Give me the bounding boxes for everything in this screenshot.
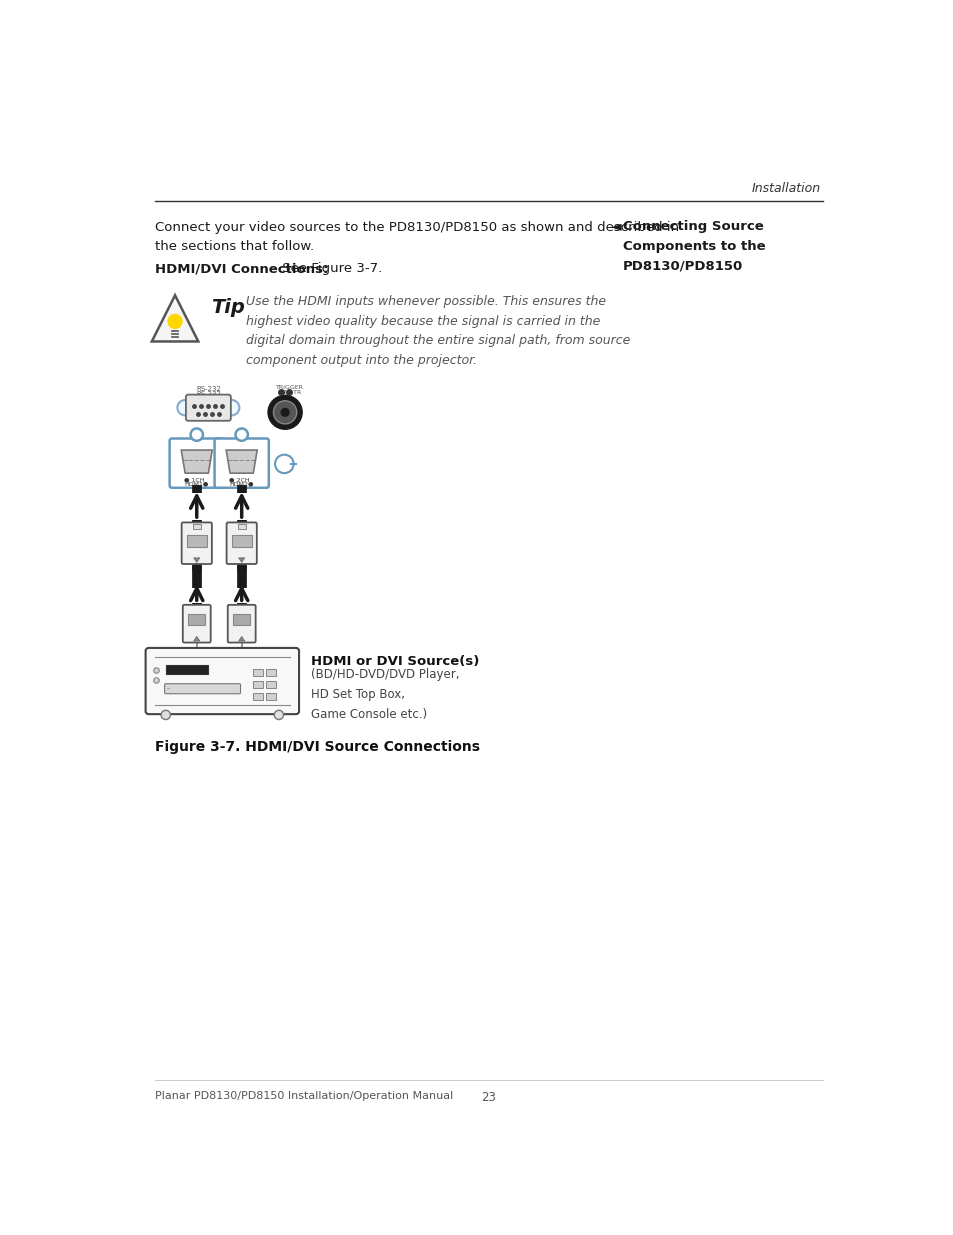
Circle shape [161, 710, 171, 720]
Text: Figure 3-7. HDMI/DVI Source Connections: Figure 3-7. HDMI/DVI Source Connections [154, 740, 479, 755]
Text: See Figure 3-7.: See Figure 3-7. [278, 262, 382, 275]
FancyBboxPatch shape [228, 605, 255, 642]
Text: Installation: Installation [751, 182, 820, 195]
Circle shape [268, 395, 302, 430]
Text: Connect your video sources to the PD8130/PD8150 as shown and described in
the se: Connect your video sources to the PD8130… [154, 221, 679, 253]
Bar [253, 680, 262, 688]
Circle shape [274, 401, 296, 424]
Text: Use the HDMI inputs whenever possible. This ensures the
highest video quality be: Use the HDMI inputs whenever possible. T… [245, 295, 629, 367]
Circle shape [177, 400, 193, 415]
Bar [193, 524, 200, 529]
Bar [232, 535, 252, 547]
Circle shape [281, 409, 289, 416]
Bar [166, 664, 208, 674]
Bar [188, 614, 205, 625]
Polygon shape [152, 295, 198, 341]
Text: HDM2●: HDM2● [229, 482, 253, 487]
Text: Tip: Tip [211, 299, 244, 317]
Circle shape [224, 400, 239, 415]
Bar [237, 524, 245, 529]
Polygon shape [181, 450, 212, 473]
Text: 23: 23 [481, 1092, 496, 1104]
Circle shape [235, 429, 248, 441]
Text: (BD/HD-DVD/DVD Player,
HD Set Top Box,
Game Console etc.): (BD/HD-DVD/DVD Player, HD Set Top Box, G… [311, 668, 459, 721]
Text: HDMI or DVI Source(s): HDMI or DVI Source(s) [311, 655, 479, 668]
Text: HDM1●: HDM1● [184, 482, 209, 487]
Text: Connecting Source
Components to the
PD8130/PD8150: Connecting Source Components to the PD81… [622, 220, 765, 273]
Text: Planar PD8130/PD8150 Installation/Operation Manual: Planar PD8130/PD8150 Installation/Operat… [154, 1092, 453, 1102]
Polygon shape [238, 636, 245, 641]
Polygon shape [226, 450, 257, 473]
FancyBboxPatch shape [165, 684, 240, 694]
Bar [187, 535, 207, 547]
Text: RS-232: RS-232 [195, 390, 220, 396]
Bar [253, 693, 262, 700]
Bar [233, 614, 250, 625]
FancyBboxPatch shape [227, 522, 256, 564]
Text: 12V TR: 12V TR [278, 390, 301, 395]
Text: ~~~~~: ~~~~~ [182, 458, 212, 464]
Text: ◄: ◄ [610, 220, 625, 233]
Text: ● 2CH: ● 2CH [229, 477, 250, 482]
Text: ● 1CH: ● 1CH [184, 477, 205, 482]
Circle shape [274, 454, 294, 473]
Polygon shape [193, 558, 199, 562]
FancyBboxPatch shape [181, 522, 212, 564]
Polygon shape [238, 558, 245, 562]
Bar [266, 693, 275, 700]
Text: RS-232: RS-232 [195, 387, 220, 393]
Circle shape [168, 315, 182, 329]
FancyBboxPatch shape [146, 648, 298, 714]
Bar [266, 668, 275, 676]
Text: ~~~~~: ~~~~~ [227, 458, 256, 464]
FancyBboxPatch shape [186, 395, 231, 421]
Circle shape [274, 710, 283, 720]
Polygon shape [193, 636, 199, 641]
Bar [266, 680, 275, 688]
FancyBboxPatch shape [170, 438, 224, 488]
Bar [253, 668, 262, 676]
Text: TRIGGER: TRIGGER [275, 385, 303, 390]
FancyBboxPatch shape [183, 605, 211, 642]
Text: HDMI/DVI Connections:: HDMI/DVI Connections: [154, 262, 328, 275]
Circle shape [191, 429, 203, 441]
FancyBboxPatch shape [214, 438, 269, 488]
